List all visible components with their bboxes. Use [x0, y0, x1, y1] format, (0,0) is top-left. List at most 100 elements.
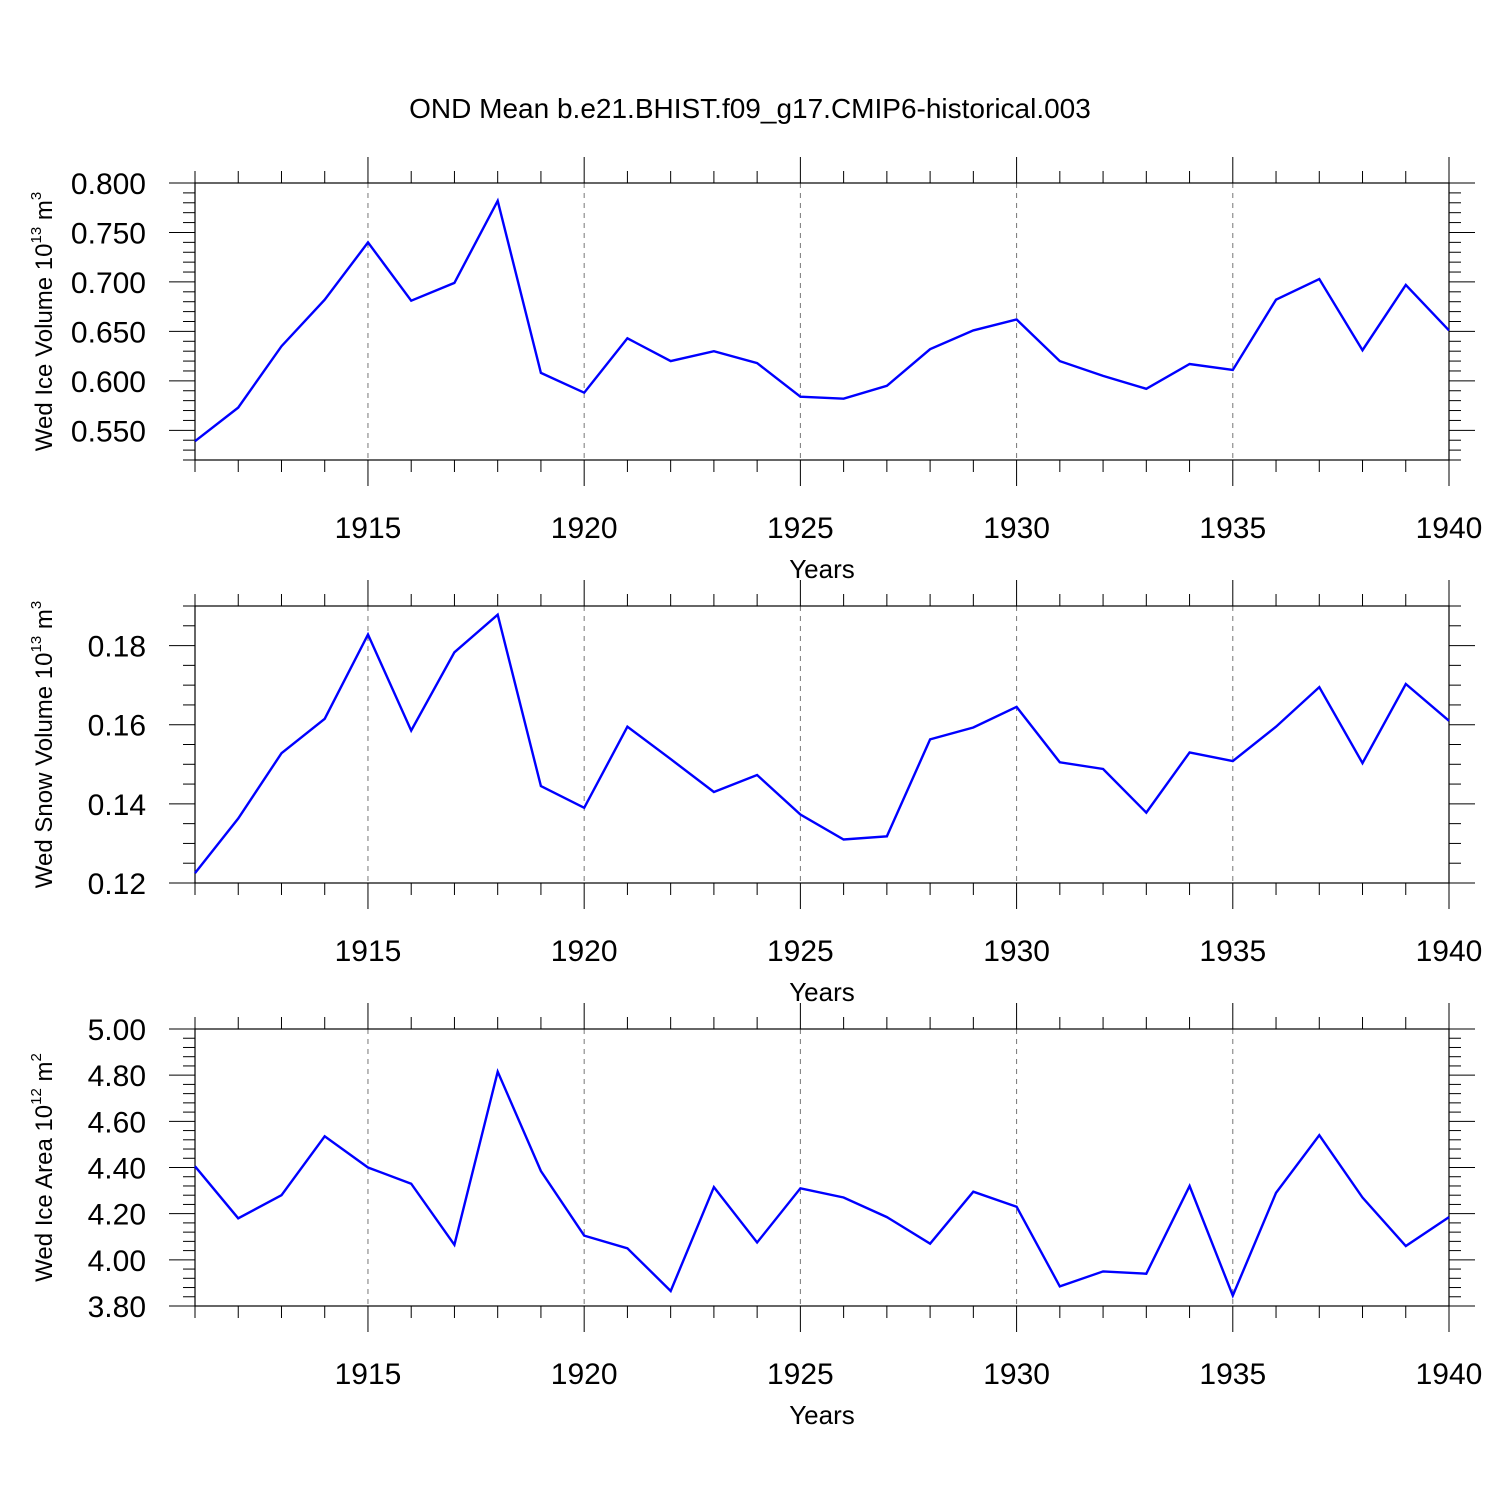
data-point — [1144, 811, 1148, 815]
data-point — [1317, 1133, 1321, 1137]
data-point — [1361, 1196, 1365, 1200]
y-tick-label: 0.650 — [71, 316, 146, 349]
series-line — [194, 197, 1450, 443]
chart-panel-1: 1915 1920 1925 1930 1935 1940 0.550 0.600 0.650 0… — [28, 157, 1482, 584]
data-point — [323, 1134, 327, 1138]
y-tick-label: 0.600 — [71, 366, 146, 399]
figure-title: OND Mean b.e21.BHIST.f09_g17.CMIP6-histo… — [409, 93, 1091, 124]
data-point — [279, 344, 283, 348]
data-point — [1274, 298, 1278, 302]
x-tick-label: 1920 — [551, 1358, 618, 1391]
y-axis-title-unit-exponent: 2 — [28, 1053, 45, 1061]
data-point — [928, 347, 932, 351]
data-point — [669, 1289, 673, 1293]
data-point — [1015, 1205, 1019, 1209]
data-point — [236, 1216, 240, 1220]
data-point — [625, 1246, 629, 1250]
data-point — [409, 729, 413, 733]
y-axis-title-unit: m — [31, 609, 58, 636]
data-point — [928, 737, 932, 741]
data-point — [496, 613, 500, 617]
data-point — [1274, 1191, 1278, 1195]
data-point — [1231, 759, 1235, 763]
data-point — [798, 813, 802, 817]
data-point — [885, 834, 889, 838]
data-point — [193, 439, 197, 443]
plot-frame — [194, 1028, 1450, 1307]
y-tick-label: 4.80 — [88, 1060, 146, 1093]
data-point — [236, 406, 240, 410]
data-point — [1404, 1244, 1408, 1248]
data-point — [1058, 760, 1062, 764]
data-point — [1188, 1184, 1192, 1188]
y-tick-label: 0.550 — [71, 415, 146, 448]
x-axis-title: Years — [789, 1400, 855, 1430]
data-point — [193, 1164, 197, 1168]
data-point — [712, 1185, 716, 1189]
data-point — [539, 784, 543, 788]
y-axis-title: Wed Ice Area 1012 m2 — [28, 1053, 58, 1282]
data-point — [1144, 1272, 1148, 1276]
data-point — [539, 371, 543, 375]
data-point — [452, 650, 456, 654]
y-tick-label: 0.700 — [71, 267, 146, 300]
x-tick-label: 1915 — [335, 1358, 402, 1391]
data-point — [279, 751, 283, 755]
data-point — [236, 816, 240, 820]
data-point — [1317, 277, 1321, 281]
y-tick-label: 4.20 — [88, 1199, 146, 1232]
data-point — [798, 395, 802, 399]
data-point — [193, 871, 197, 875]
data-point — [323, 298, 327, 302]
data-point — [755, 773, 759, 777]
data-point — [625, 336, 629, 340]
x-tick-label: 1940 — [1416, 512, 1483, 545]
x-tick-label: 1935 — [1199, 1358, 1266, 1391]
data-point — [1404, 283, 1408, 287]
data-point — [409, 299, 413, 303]
data-point — [1231, 1294, 1235, 1298]
data-point — [755, 361, 759, 365]
y-axis-title-exponent: 13 — [28, 636, 45, 653]
data-point — [452, 1243, 456, 1247]
x-tick-label: 1920 — [551, 935, 618, 968]
data-point — [712, 349, 716, 353]
x-tick-label: 1920 — [551, 512, 618, 545]
data-point — [971, 1190, 975, 1194]
y-tick-label: 0.750 — [71, 217, 146, 250]
y-axis-title-unit-exponent: 3 — [28, 192, 45, 200]
plot-frame — [194, 182, 1450, 461]
panels: 1915 1920 1925 1930 1935 1940 0.550 0.600 0.650 0… — [28, 157, 1482, 1430]
data-point — [928, 1242, 932, 1246]
data-point — [1058, 359, 1062, 363]
data-point — [669, 757, 673, 761]
data-point — [1231, 368, 1235, 372]
data-point — [582, 806, 586, 810]
y-axis-title-text: Wed Snow Volume 10 — [31, 653, 58, 889]
y-axis-title-exponent: 13 — [28, 227, 45, 244]
data-point — [1015, 705, 1019, 709]
y-axis-title-unit-exponent: 3 — [28, 601, 45, 609]
data-point — [582, 391, 586, 395]
data-point — [1015, 318, 1019, 322]
y-axis-title: Wed Ice Volume 1013 m3 — [28, 192, 58, 451]
data-point — [409, 1182, 413, 1186]
y-tick-label: 0.12 — [88, 868, 146, 901]
data-point — [582, 1234, 586, 1238]
data-point — [971, 328, 975, 332]
y-tick-label: 0.14 — [88, 789, 146, 822]
x-tick-label: 1925 — [767, 512, 834, 545]
data-point — [366, 632, 370, 636]
data-point — [1447, 719, 1451, 723]
data-point — [366, 240, 370, 244]
series-line — [194, 612, 1450, 874]
data-point — [1404, 682, 1408, 686]
data-point — [842, 397, 846, 401]
data-point — [1188, 362, 1192, 366]
x-tick-label: 1915 — [335, 512, 402, 545]
data-point — [971, 725, 975, 729]
x-tick-label: 1930 — [983, 512, 1050, 545]
data-point — [885, 384, 889, 388]
data-point — [496, 199, 500, 203]
